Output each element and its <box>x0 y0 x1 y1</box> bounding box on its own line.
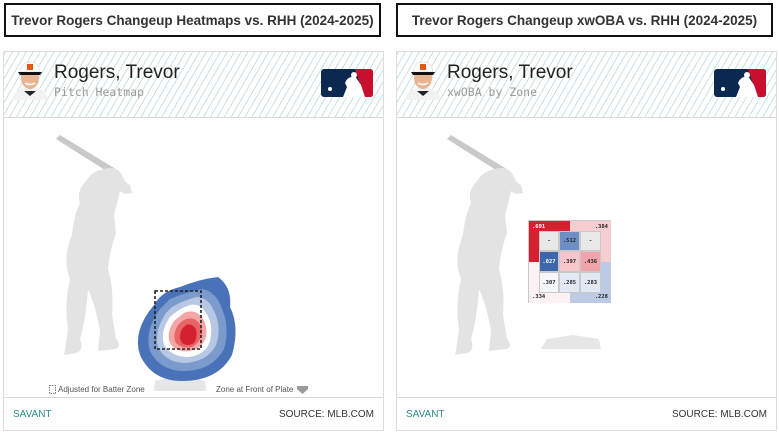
zone-cell: - <box>539 231 559 251</box>
zone-cell: .285 <box>559 272 580 293</box>
home-plate-icon <box>541 335 601 349</box>
xwoba-plot: .691 .384 .334 .228 - .512 - .027 .397 .… <box>397 119 776 397</box>
dashed-box-icon <box>49 385 56 394</box>
zone-cell: .397 <box>559 251 580 272</box>
heatmap-density <box>137 277 236 381</box>
heatmap-panel: Rogers, Trevor Pitch Heatmap <box>3 51 384 431</box>
source-text: SOURCE: MLB.COM <box>671 408 767 420</box>
heatmap-figure <box>56 135 236 391</box>
chart-title-xwoba: Trevor Rogers Changeup xwOBA vs. RHH (20… <box>396 3 773 37</box>
player-name: Rogers, Trevor <box>54 62 180 83</box>
chart-subtitle: xwOBA by Zone <box>447 85 538 99</box>
legend-label: Zone at Front of Plate <box>216 385 294 394</box>
player-name: Rogers, Trevor <box>447 62 573 83</box>
mlb-logo-icon <box>321 69 373 97</box>
mlb-logo-icon <box>714 69 766 97</box>
batter-silhouette <box>56 135 132 355</box>
heatmap-plot <box>4 119 383 397</box>
savant-link[interactable]: SAVANT <box>13 408 52 420</box>
heatmap-legend: Adjusted for Batter Zone Zone at Front o… <box>4 383 383 397</box>
legend-label: Adjusted for Batter Zone <box>58 385 145 394</box>
strike-zone <box>154 290 202 350</box>
legend-zone-front: Zone at Front of Plate <box>216 385 309 394</box>
panel-header: Rogers, Trevor xwOBA by Zone <box>397 52 776 118</box>
chart-subtitle: Pitch Heatmap <box>54 85 145 99</box>
player-avatar <box>12 61 48 100</box>
zone-cell: .027 <box>539 251 559 272</box>
player-avatar <box>405 61 441 100</box>
savant-link[interactable]: SAVANT <box>406 408 445 420</box>
title-text: Trevor Rogers Changeup xwOBA vs. RHH (20… <box>411 12 758 28</box>
zone-cell: .436 <box>580 251 601 272</box>
zone-cell: .307 <box>539 272 559 293</box>
zone-inner-grid: - .512 - .027 .397 .436 .307 .285 .283 <box>539 231 601 293</box>
title-text: Trevor Rogers Changeup Heatmaps vs. RHH … <box>11 12 374 28</box>
zone-cell: - <box>580 231 601 251</box>
panel-footer: SAVANT SOURCE: MLB.COM <box>397 397 776 430</box>
xwoba-zone-grid: .691 .384 .334 .228 - .512 - .027 .397 .… <box>528 220 611 303</box>
xwoba-panel: Rogers, Trevor xwOBA by Zone .691 .384 <box>396 51 777 431</box>
legend-adjusted-zone: Adjusted for Batter Zone <box>49 385 145 394</box>
panel-header: Rogers, Trevor Pitch Heatmap <box>4 52 383 118</box>
batter-silhouette <box>447 135 523 355</box>
chart-title-heatmap: Trevor Rogers Changeup Heatmaps vs. RHH … <box>4 3 381 37</box>
plate-icon <box>297 385 309 394</box>
zone-cell: .283 <box>580 272 601 293</box>
panel-footer: SAVANT SOURCE: MLB.COM <box>4 397 383 430</box>
source-text: SOURCE: MLB.COM <box>278 408 374 420</box>
zone-cell: .512 <box>559 231 580 251</box>
xwoba-figure <box>447 135 601 355</box>
